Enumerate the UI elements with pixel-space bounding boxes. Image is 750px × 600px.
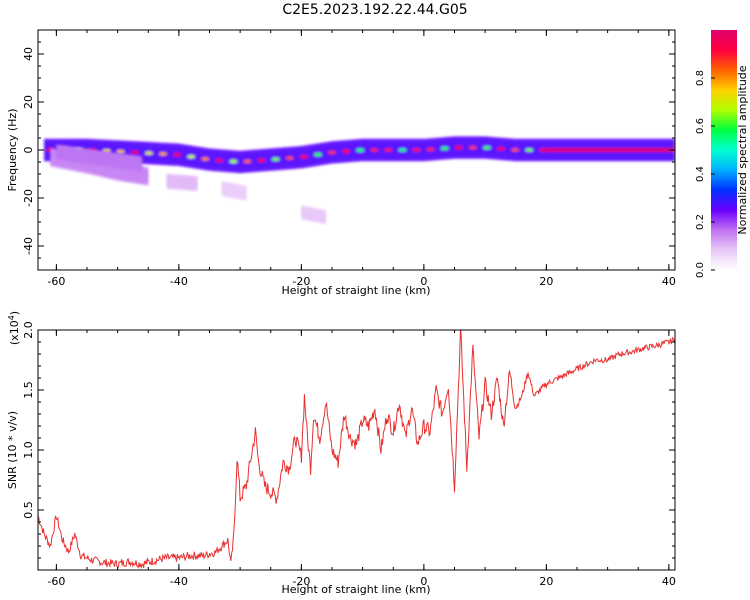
spectrogram-ridge bbox=[166, 173, 198, 192]
spectrogram-y-tick-label: 40 bbox=[22, 47, 35, 61]
spectrogram-ridge bbox=[301, 205, 326, 225]
spectrogram-peak bbox=[130, 150, 139, 155]
spectrogram-y-ticks: -40 -20 0 20 40 bbox=[22, 29, 675, 271]
spectrogram-peak bbox=[313, 152, 322, 157]
snr-x-tick-label: -20 bbox=[292, 575, 310, 588]
spectrogram-peak bbox=[299, 155, 308, 159]
spectrogram-peak bbox=[173, 152, 182, 157]
spectrogram-ridge-band bbox=[166, 173, 198, 192]
spectrogram-peak bbox=[328, 150, 336, 155]
spectrogram-peak bbox=[539, 148, 548, 152]
spectrogram-peak bbox=[426, 147, 435, 152]
spectrogram-x-label: Height of straight line (km) bbox=[281, 284, 430, 297]
snr-x-label: Height of straight line (km) bbox=[281, 583, 430, 596]
spectrogram-peak bbox=[525, 148, 534, 152]
spectrogram-ridge bbox=[221, 180, 247, 201]
spectrogram-x-ticks: -60 -40 -20 0 20 40 bbox=[47, 30, 676, 288]
spectrogram-peak bbox=[271, 157, 280, 162]
snr-y-label: SNR (10 * v/v) bbox=[6, 411, 19, 489]
spectrogram-peak bbox=[201, 157, 210, 161]
colorbar-tick-label: 0.4 bbox=[695, 166, 706, 182]
spectrogram-x-tick-label: -20 bbox=[292, 275, 310, 288]
spectrogram-panel: -60 -40 -20 0 20 40 -40 -20 0 20 40 Height of str… bbox=[6, 29, 676, 297]
spectrogram-peak bbox=[356, 148, 365, 152]
snr-x-tick-label: -60 bbox=[47, 575, 65, 588]
spectrogram-peak bbox=[412, 148, 421, 152]
snr-panel: -60 -40 -20 0 20 40 0.5 1.0 1.5 2.0 Height of st… bbox=[6, 311, 676, 596]
colorbar-gradient bbox=[711, 30, 737, 270]
spectrogram-ridge bbox=[44, 136, 675, 174]
spectrogram-ridge-band bbox=[44, 136, 675, 174]
spectrogram-ridge-band bbox=[221, 180, 247, 201]
spectrogram-peak bbox=[342, 149, 351, 154]
snr-y-tick-label: 1.5 bbox=[22, 381, 35, 399]
snr-y-tick-label: 0.5 bbox=[22, 501, 35, 519]
spectrogram-peak bbox=[482, 145, 491, 150]
figure-title: C2E5.2023.192.22.44.G05 bbox=[282, 2, 468, 18]
spectrogram-peak-band bbox=[546, 148, 675, 152]
spectrogram-peak bbox=[215, 158, 224, 163]
spectrogram-peak bbox=[511, 148, 520, 152]
snr-x-tick-label: 40 bbox=[662, 575, 676, 588]
spectrogram-peak bbox=[187, 154, 196, 159]
colorbar-tick-label: 0.8 bbox=[695, 70, 706, 86]
spectrogram-y-tick-label: 0 bbox=[22, 147, 35, 154]
spectrogram-peak bbox=[144, 151, 153, 155]
colorbar-ticks: 0.0 0.2 0.4 0.6 0.8 bbox=[695, 70, 715, 278]
spectrogram-y-label: Frequency (Hz) bbox=[6, 109, 19, 192]
spectrogram-x-tick-label: -40 bbox=[170, 275, 188, 288]
spectrogram-peak bbox=[158, 152, 167, 156]
colorbar: 0.0 0.2 0.4 0.6 0.8 Normalized spectral ampl… bbox=[695, 30, 749, 278]
spectrogram-x-tick-label: 0 bbox=[420, 275, 427, 288]
spectrogram-peak bbox=[257, 158, 266, 163]
spectrogram-ridge bbox=[56, 144, 143, 173]
spectrogram-heatmap bbox=[44, 136, 675, 225]
spectrogram-y-tick-label: -40 bbox=[22, 237, 35, 255]
spectrogram-peak bbox=[440, 146, 449, 151]
spectrogram-peak bbox=[468, 145, 477, 150]
colorbar-tick-label: 0.2 bbox=[695, 214, 706, 230]
spectrogram-x-tick-label: 20 bbox=[539, 275, 553, 288]
colorbar-label: Normalized spectral amplitude bbox=[736, 65, 749, 234]
spectrogram-peak bbox=[370, 148, 379, 152]
spectrogram-peak bbox=[384, 148, 393, 152]
spectrogram-peak bbox=[454, 145, 463, 150]
spectrogram-peak bbox=[243, 159, 252, 164]
spectrogram-y-tick-label: 20 bbox=[22, 95, 35, 109]
colorbar-tick-label: 0.6 bbox=[695, 118, 706, 134]
snr-y-tick-label: 1.0 bbox=[22, 441, 35, 459]
spectrogram-peak bbox=[116, 149, 125, 154]
spectrogram-peak bbox=[398, 148, 407, 152]
spectrogram-x-tick-label: -60 bbox=[47, 275, 65, 288]
snr-x-tick-label: 20 bbox=[539, 575, 553, 588]
spectrogram-x-tick-label: 40 bbox=[662, 275, 676, 288]
snr-x-ticks: -60 -40 -20 0 20 40 bbox=[47, 330, 676, 588]
snr-x-tick-label: 0 bbox=[420, 575, 427, 588]
snr-plot-area bbox=[38, 330, 675, 570]
snr-y-ticks: 0.5 1.0 1.5 2.0 bbox=[22, 321, 675, 571]
snr-y-multiplier: (x104) bbox=[7, 311, 21, 345]
spectrogram-peak bbox=[285, 156, 294, 160]
snr-series-line bbox=[38, 330, 675, 570]
spectrogram-peak bbox=[229, 159, 238, 164]
snr-y-tick-label: 2.0 bbox=[22, 321, 35, 339]
spectrogram-y-tick-label: -20 bbox=[22, 189, 35, 207]
colorbar-tick-label: 0.0 bbox=[695, 262, 706, 278]
snr-x-tick-label: -40 bbox=[170, 575, 188, 588]
spectrogram-ridge-band bbox=[301, 205, 326, 225]
spectrogram-peak bbox=[497, 147, 506, 151]
spectrogram-ridge-band bbox=[56, 144, 143, 173]
